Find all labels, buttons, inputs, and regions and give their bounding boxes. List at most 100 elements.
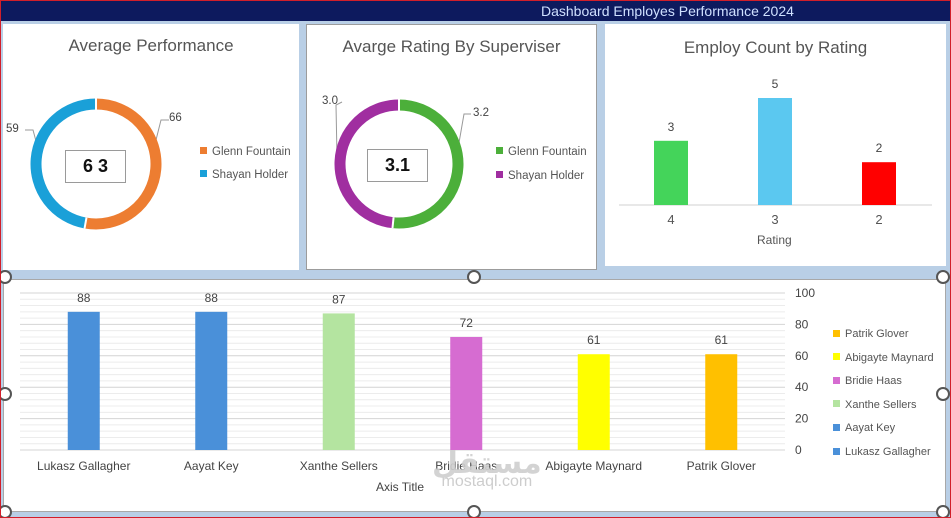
legend-label: Shayan Holder (212, 169, 289, 181)
legend-shayan-holder: Shayan Holder (200, 169, 288, 181)
legend-swatch (833, 353, 840, 361)
dashboard-title: Dashboard Employes Performance 2024 (541, 3, 794, 19)
average-performance-panel[interactable]: Average Performance 59 66 6 3 Glenn Foun… (3, 24, 299, 270)
bar-rating-4[interactable] (654, 140, 688, 205)
legend-label: Bridie Haas (845, 375, 902, 388)
legend-aayat-key: Aayat Key (833, 422, 895, 434)
legend-abigayte-maynard: Abigayte Maynard (833, 352, 934, 364)
label-glenn-fountain: 66 (169, 112, 182, 124)
y-tick-label: 60 (795, 349, 809, 363)
rating-by-supervisor-panel[interactable]: Avarge Rating By Superviser 3.0 3.2 3.1 … (306, 24, 597, 270)
rating-by-supervisor-title: Avarge Rating By Superviser (342, 37, 561, 56)
label-shayan-holder: 3.0 (322, 95, 338, 107)
bar-rating-2[interactable] (862, 162, 896, 205)
legend-swatch (833, 376, 840, 384)
legend-xanthe-sellers: Xanthe Sellers (833, 399, 917, 411)
legend-swatch (496, 171, 503, 179)
employ-count-panel[interactable]: Employ Count by Rating 3 4 5 3 2 2 Rating (605, 24, 946, 266)
y-tick-label: 80 (795, 317, 809, 331)
donut-slice-shayan-holder[interactable] (30, 98, 97, 229)
bar-xanthe-sellers[interactable] (322, 313, 355, 450)
rating-by-supervisor-value: 3.1 (367, 149, 428, 182)
y-tick-label: 100 (795, 286, 815, 300)
legend-label: Glenn Fountain (508, 146, 587, 158)
legend-label: Shayan Holder (508, 170, 585, 182)
category-label: Abigayte Maynard (545, 459, 642, 473)
legend-label: Patrik Glover (845, 328, 909, 340)
bar-abigayte-maynard[interactable] (577, 354, 610, 450)
bar-value-label: 61 (715, 333, 729, 347)
bar-lukasz-gallagher[interactable] (67, 311, 100, 450)
resize-handle-top-right[interactable] (936, 270, 950, 284)
legend-swatch (496, 147, 503, 155)
legend-lukasz-gallagher: Lukasz Gallagher (833, 446, 931, 458)
legend-glenn-fountain: Glenn Fountain (200, 146, 291, 158)
legend-patrik-glover: Patrik Glover (833, 328, 909, 340)
bar-value-label: 72 (460, 316, 474, 330)
employ-count-bar-chart: 3 4 5 3 2 2 (619, 77, 932, 227)
bar-value-label: 88 (77, 291, 91, 305)
legend-label: Aayat Key (845, 422, 896, 435)
dashboard-title-bar: Dashboard Employes Performance 2024 (1, 1, 950, 21)
legend-shayan-holder: Shayan Holder (496, 170, 584, 182)
rating-by-supervisor-donut (334, 99, 471, 229)
average-performance-value: 6 3 (65, 150, 126, 183)
y-tick-label: 0 (795, 443, 802, 457)
category-label: Patrik Glover (687, 459, 756, 473)
category-label: Lukasz Gallagher (37, 459, 130, 473)
bar-value-label: 2 (876, 141, 883, 155)
bar-value-label: 5 (772, 77, 779, 91)
legend-glenn-fountain: Glenn Fountain (496, 146, 587, 158)
resize-handle-middle-left[interactable] (0, 387, 12, 401)
donut-slice-glenn-fountain[interactable] (392, 99, 464, 229)
watermark-arabic: مستقل (432, 447, 542, 480)
employ-count-title: Employ Count by Rating (683, 38, 868, 57)
bar-value-label: 88 (205, 291, 219, 305)
resize-handle-bottom-right[interactable] (936, 505, 950, 518)
category-label: Xanthe Sellers (300, 459, 378, 473)
legend-label: Abigayte Maynard (845, 351, 934, 364)
resize-handle-middle-right[interactable] (936, 387, 950, 401)
mostaql-watermark: مستقل mostaql.com (432, 447, 542, 491)
legend-bridie-haas: Bridie Haas (833, 375, 902, 387)
legend-swatch (833, 423, 840, 431)
bar-rating-3[interactable] (758, 98, 792, 205)
legend-swatch (200, 147, 207, 155)
watermark-latin: mostaql.com (441, 473, 533, 490)
label-shayan-holder: 59 (6, 123, 19, 135)
category-label: 3 (771, 212, 778, 227)
employ-count-axis-title: Rating (757, 233, 792, 247)
legend-swatch (833, 329, 840, 337)
average-performance-title: Average Performance (68, 36, 234, 55)
legend-swatch (833, 400, 840, 408)
leader-line-left (335, 101, 343, 158)
legend-label: Xanthe Sellers (845, 398, 917, 411)
resize-handle-top-middle[interactable] (467, 270, 481, 284)
bar-value-label: 3 (668, 120, 675, 134)
resize-handle-top-left[interactable] (0, 270, 12, 284)
resize-handle-bottom-middle[interactable] (467, 505, 481, 518)
bar-patrik-glover[interactable] (705, 354, 738, 450)
bar-value-label: 61 (587, 333, 601, 347)
category-label: 4 (667, 212, 674, 227)
category-label: Bridie Haas (435, 459, 497, 473)
legend-swatch (833, 447, 840, 455)
resize-handle-bottom-left[interactable] (0, 505, 12, 518)
slice-separator (83, 217, 88, 229)
legend-label: Lukasz Gallagher (845, 446, 931, 458)
label-glenn-fountain: 3.2 (473, 107, 489, 119)
bar-aayat-key[interactable] (195, 311, 228, 450)
legend-swatch (200, 170, 207, 178)
donut-slice-shayan-holder[interactable] (334, 99, 400, 229)
legend-label: Glenn Fountain (212, 146, 291, 158)
slice-separator (391, 217, 395, 229)
y-tick-label: 40 (795, 380, 809, 394)
y-tick-label: 20 (795, 412, 809, 426)
donut-slice-glenn-fountain[interactable] (84, 98, 162, 230)
employee-performance-axis-title: Axis Title (376, 480, 425, 494)
employee-performance-panel[interactable]: 0 20 40 60 80 100 88 Lukasz Gallagher 88 Aayat Ke… (3, 279, 946, 512)
bar-bridie-haas[interactable] (450, 336, 483, 450)
employee-performance-bar-chart: 0 20 40 60 80 100 88 Lukasz Gallagher 88 Aayat Ke… (20, 286, 815, 473)
bar-value-label: 87 (332, 292, 346, 306)
average-performance-donut (25, 98, 169, 230)
